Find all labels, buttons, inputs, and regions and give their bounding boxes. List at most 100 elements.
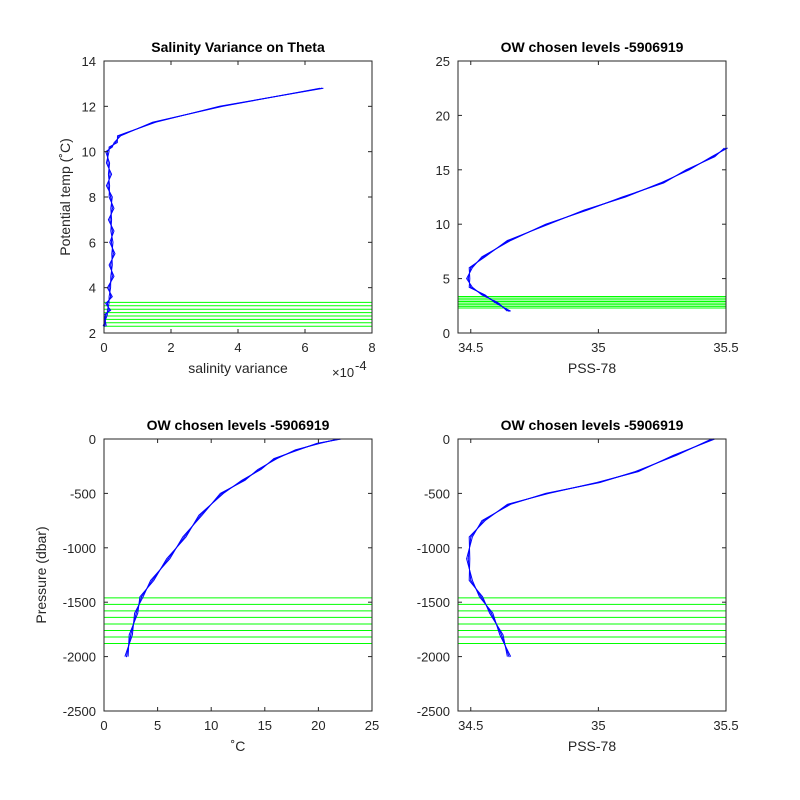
y-tick-label: 10 xyxy=(82,145,96,160)
profile-line xyxy=(466,147,725,312)
profile-point xyxy=(712,156,714,158)
profile-line xyxy=(466,438,712,657)
y-tick-label: 20 xyxy=(436,108,450,123)
y-tick-label: -1500 xyxy=(63,595,96,610)
profile-point xyxy=(546,223,548,225)
x-tick-label: 0 xyxy=(100,718,107,733)
profile-point xyxy=(674,454,676,456)
y-tick-label: -1500 xyxy=(417,595,450,610)
x-axis-label: ˚C xyxy=(231,738,246,754)
y-tick-label: 15 xyxy=(436,163,450,178)
profile-point xyxy=(151,579,153,582)
profile-point xyxy=(125,656,128,658)
profile-point xyxy=(482,520,485,522)
y-axis-label: Potential temp (˚C) xyxy=(57,138,73,255)
profile-point xyxy=(490,612,492,614)
profile-point xyxy=(107,185,109,187)
x-tick-label: 25 xyxy=(365,718,379,733)
x-tick-label: 15 xyxy=(258,718,272,733)
profile-point xyxy=(585,209,587,211)
profile-point xyxy=(636,471,638,473)
profile-point xyxy=(107,162,109,164)
profile-point xyxy=(317,442,319,444)
y-tick-label: 5 xyxy=(443,272,450,287)
profile-point xyxy=(118,135,120,137)
x-tick-label: 35.5 xyxy=(713,340,738,355)
profile-line xyxy=(127,438,342,657)
x-tick-label: 20 xyxy=(311,718,325,733)
y-tick-label: 14 xyxy=(82,54,96,69)
y-tick-label: 0 xyxy=(443,326,450,341)
profile-point xyxy=(508,239,510,242)
y-tick-label: 0 xyxy=(443,432,450,447)
profile-point xyxy=(687,169,689,171)
profile-line xyxy=(103,87,321,327)
profile-point xyxy=(470,536,472,538)
y-tick-label: 10 xyxy=(436,217,450,232)
profile-point xyxy=(470,579,472,582)
profile-point xyxy=(111,207,113,209)
profile-point xyxy=(109,173,111,175)
x-tick-label: 34.5 xyxy=(458,340,483,355)
y-tick-label: -2500 xyxy=(63,704,96,719)
profile-point xyxy=(508,310,510,312)
y-tick-label: 8 xyxy=(89,190,96,205)
y-axis-label: Pressure (dbar) xyxy=(33,526,49,623)
y-tick-label: -2500 xyxy=(417,704,450,719)
x-axis-label: salinity variance xyxy=(188,360,288,376)
profile-line xyxy=(467,147,727,312)
profile-point xyxy=(199,514,202,516)
profile-point xyxy=(500,634,502,636)
profile-point xyxy=(115,142,117,144)
axes-box xyxy=(103,438,373,712)
x-tick-label: 2 xyxy=(167,340,174,355)
profile-point xyxy=(508,656,510,658)
profile-point xyxy=(495,301,497,304)
x-tick-label: 35.5 xyxy=(713,718,738,733)
profile-point xyxy=(105,314,107,316)
y-tick-label: -1000 xyxy=(63,541,96,556)
profile-point xyxy=(106,302,108,305)
profile-point xyxy=(110,264,112,266)
y-tick-label: -2000 xyxy=(63,650,96,665)
x-tick-label: 10 xyxy=(204,718,218,733)
profile-point xyxy=(110,296,112,298)
profile-point xyxy=(623,196,625,198)
x-tick-label: 34.5 xyxy=(458,718,483,733)
profile-point xyxy=(467,558,469,560)
profile-point xyxy=(546,492,548,494)
chart-title: Salinity Variance on Theta xyxy=(151,39,325,55)
y-tick-label: -1000 xyxy=(417,541,450,556)
y-tick-label: 2 xyxy=(89,326,96,341)
x-tick-label: 5 xyxy=(154,718,161,733)
x-axis-label: PSS-78 xyxy=(568,738,616,754)
profile-point xyxy=(467,278,469,280)
x-tick-label: 4 xyxy=(234,340,241,355)
y-tick-label: 25 xyxy=(436,54,450,69)
y-tick-label: 6 xyxy=(89,235,96,250)
profile-point xyxy=(167,558,169,560)
profile-point xyxy=(135,612,137,614)
x-tick-label: 35 xyxy=(591,340,605,355)
profile-point xyxy=(482,294,485,296)
axes-box xyxy=(103,60,373,334)
subplot-4: 34.5 35 35.5 -2500 -2000 -1500 -1000 -500 0 OW ch… xyxy=(417,417,739,754)
profile-line xyxy=(102,87,324,327)
x-tick-label: 0 xyxy=(100,340,107,355)
profile-point xyxy=(110,146,112,148)
x-tick-label: 6 xyxy=(301,340,308,355)
y-tick-label: 4 xyxy=(89,281,96,296)
profile-point xyxy=(296,449,298,451)
profile-point xyxy=(108,287,110,289)
axes-box xyxy=(457,438,727,712)
profile-point xyxy=(183,536,185,538)
chart-title: OW chosen levels -5906919 xyxy=(501,39,684,55)
x-tick-label: 8 xyxy=(368,340,375,355)
y-tick-label: 12 xyxy=(82,99,96,114)
chart-title: OW chosen levels -5906919 xyxy=(501,417,684,433)
profile-point xyxy=(258,468,261,471)
x-axis-label: PSS-78 xyxy=(568,360,616,376)
profile-point xyxy=(220,105,222,107)
